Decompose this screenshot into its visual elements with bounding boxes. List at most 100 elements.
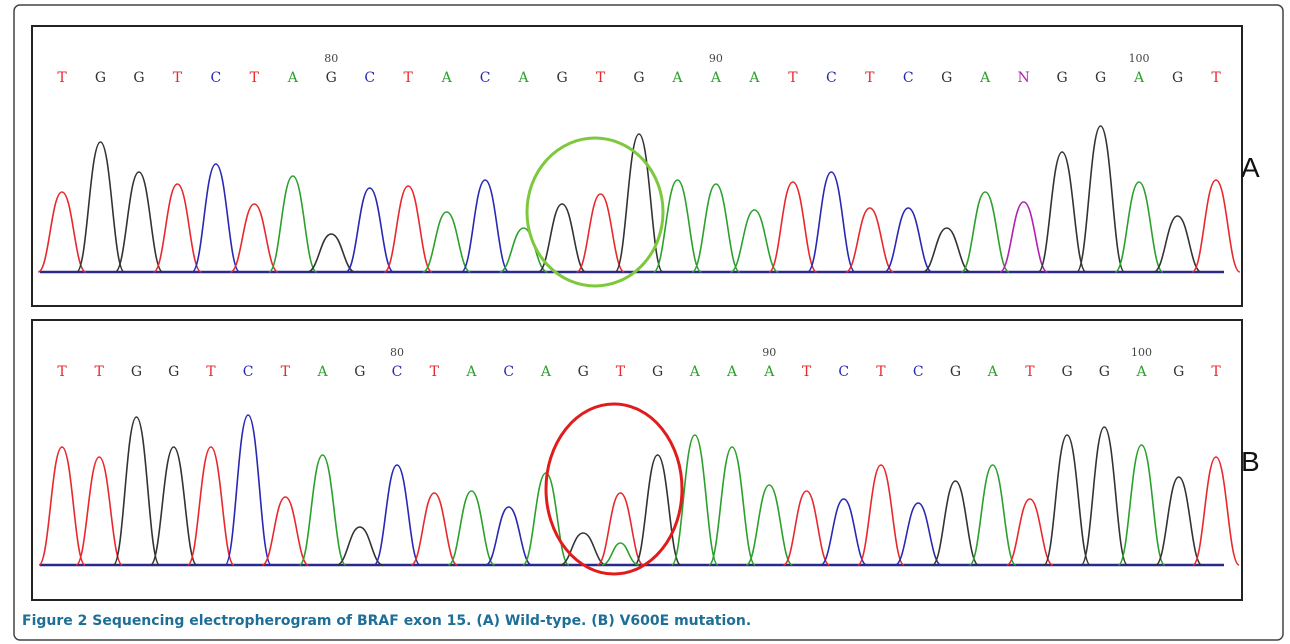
trace-peak — [1037, 151, 1087, 273]
trace-peak — [75, 456, 124, 566]
panel-b-label: B — [1241, 446, 1260, 477]
panel-b-position-markers: 80 90 100 — [390, 346, 1152, 359]
trace-peak — [1153, 215, 1202, 273]
trace-peak — [187, 446, 235, 566]
base-call: A — [689, 364, 701, 380]
trace-peak — [1080, 426, 1129, 566]
trace-peak — [298, 454, 347, 566]
trace-peak — [894, 502, 942, 566]
trace-peak — [1006, 498, 1054, 566]
base-call: A — [726, 364, 738, 380]
base-call: C — [503, 364, 514, 380]
trace-peak — [460, 179, 510, 273]
base-call: G — [1099, 364, 1110, 380]
base-call: C — [392, 364, 403, 380]
trace-peak — [884, 207, 933, 273]
trace-peak — [230, 203, 279, 273]
base-call: G — [354, 364, 365, 380]
base-call: G — [326, 70, 337, 86]
trace-peak — [857, 464, 905, 566]
panel-a-traces — [37, 125, 1241, 274]
trace-peak — [373, 464, 421, 566]
base-call: C — [838, 364, 849, 380]
trace-peak — [38, 446, 86, 566]
base-call: C — [913, 364, 924, 380]
trace-peak — [745, 484, 793, 566]
base-call: A — [671, 70, 683, 86]
trace-peak — [1117, 444, 1166, 566]
trace-peak — [268, 175, 318, 273]
base-call: G — [1095, 70, 1106, 86]
trace-peak — [153, 183, 202, 273]
trace-peak — [112, 416, 161, 566]
trace-peak — [345, 187, 395, 273]
trace-peak — [708, 446, 756, 566]
trace-peak — [782, 490, 831, 566]
base-call: A — [763, 364, 775, 380]
base-call: A — [987, 364, 999, 380]
trace-peak — [191, 163, 241, 273]
caption-number: Figure 2 — [22, 613, 88, 629]
base-call: T — [206, 364, 216, 380]
trace-peak — [383, 185, 433, 273]
caption-text: Sequencing electropherogram of BRAF exon… — [92, 613, 752, 629]
base-call: A — [1135, 364, 1147, 380]
trace-peak — [1043, 434, 1091, 566]
base-call: G — [950, 364, 961, 380]
base-call: T — [865, 70, 875, 86]
base-call: A — [710, 70, 722, 86]
trace-peak — [806, 171, 856, 273]
trace-peak — [422, 211, 471, 273]
trace-peak — [1192, 456, 1240, 566]
base-call: C — [480, 70, 491, 86]
base-call: A — [287, 70, 299, 86]
base-call: C — [903, 70, 914, 86]
trace-peak — [410, 492, 458, 566]
base-call: A — [465, 364, 477, 380]
figure-border — [13, 4, 1284, 641]
base-call: T — [596, 70, 606, 86]
base-call: A — [979, 70, 991, 86]
trace-peak — [149, 446, 198, 566]
base-call: G — [578, 364, 589, 380]
trace-peak — [447, 490, 496, 566]
position-marker: 80 — [324, 52, 338, 65]
base-call: T — [281, 364, 291, 380]
base-call: A — [441, 70, 453, 86]
trace-peak — [730, 209, 779, 273]
base-call: T — [57, 70, 67, 86]
panel-a-position-markers: 80 90 100 — [324, 52, 1149, 65]
base-call: G — [941, 70, 952, 86]
trace-peak — [537, 203, 587, 273]
base-call: G — [133, 70, 144, 86]
trace-peak — [999, 201, 1048, 273]
trace-peak — [845, 207, 895, 273]
position-marker: 80 — [390, 346, 404, 359]
base-call: G — [652, 364, 663, 380]
trace-peak — [633, 454, 682, 566]
base-call: A — [317, 364, 329, 380]
panel-a-wildtype-highlight-circle — [525, 136, 665, 288]
base-call: G — [1062, 364, 1073, 380]
base-call: A — [518, 70, 530, 86]
base-call: T — [1211, 364, 1221, 380]
base-call: G — [95, 70, 106, 86]
trace-peak — [576, 193, 625, 273]
trace-peak — [114, 171, 164, 273]
mutant-peak — [601, 542, 640, 566]
trace-peak — [75, 141, 126, 273]
trace-peak — [652, 179, 703, 273]
trace-peak — [596, 492, 644, 566]
position-marker: 90 — [709, 52, 723, 65]
trace-peak — [336, 526, 384, 566]
base-call: A — [1133, 70, 1145, 86]
trace-peak — [922, 227, 971, 273]
trace-peak — [1114, 181, 1164, 273]
trace-peak — [559, 532, 607, 566]
panel-b-mutation-highlight-circle — [544, 402, 684, 576]
panel-a: A T G G T C T A G C T A C A G T G A A A T C T C G A N G G A G T 80 90 10… — [31, 25, 1260, 307]
base-call: C — [243, 364, 254, 380]
trace-peak — [485, 506, 533, 566]
